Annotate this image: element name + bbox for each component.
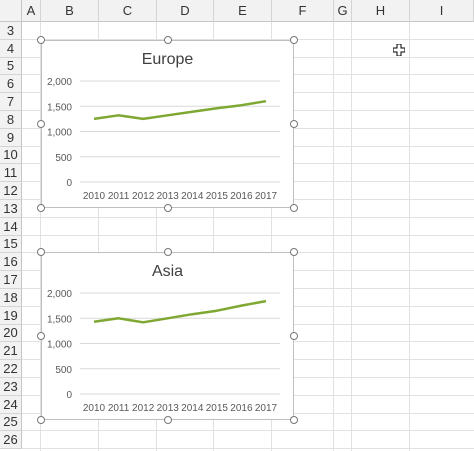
resize-handle[interactable] [290, 204, 298, 212]
row-header-22[interactable]: 22 [0, 360, 22, 378]
y-tick-label: 0 [66, 390, 72, 401]
row-header-18[interactable]: 18 [0, 289, 22, 307]
y-tick-label: 1,000 [47, 128, 72, 139]
resize-handle[interactable] [163, 248, 172, 256]
column-header-f[interactable]: F [272, 0, 334, 22]
column-header-d[interactable]: D [157, 0, 214, 22]
row-header-23[interactable]: 23 [0, 378, 22, 396]
resize-handle[interactable] [290, 248, 298, 256]
x-tick-label: 2011 [108, 403, 130, 414]
gridline [22, 430, 474, 432]
resize-handle[interactable] [37, 416, 45, 424]
gridline [40, 22, 41, 451]
chart-title: Europe [141, 51, 194, 68]
row-header-14[interactable]: 14 [0, 217, 22, 236]
gridline [22, 216, 474, 218]
x-tick-label: 2016 [230, 191, 253, 202]
resize-handle[interactable] [163, 416, 172, 424]
gridline [351, 22, 352, 451]
row-header-16[interactable]: 16 [0, 253, 22, 272]
resize-handle[interactable] [37, 248, 45, 256]
y-tick-label: 2,000 [47, 77, 72, 88]
row-header-26[interactable]: 26 [0, 431, 22, 450]
row-header-25[interactable]: 25 [0, 413, 22, 432]
resize-handle[interactable] [290, 120, 298, 128]
x-tick-label: 2014 [181, 191, 204, 202]
resize-handle[interactable] [37, 332, 45, 340]
x-tick-label: 2010 [83, 403, 106, 414]
resize-handle[interactable] [290, 332, 298, 340]
column-header-e[interactable]: E [214, 0, 272, 22]
series-line [93, 299, 267, 324]
row-header-17[interactable]: 17 [0, 271, 22, 289]
column-header-i[interactable]: I [410, 0, 474, 22]
row-header-21[interactable]: 21 [0, 342, 22, 361]
gridline [213, 22, 214, 451]
column-header-h[interactable]: H [352, 0, 410, 22]
gridline [333, 22, 334, 451]
gridline [22, 38, 474, 40]
row-header-24[interactable]: 24 [0, 395, 22, 414]
row-header-11[interactable]: 11 [0, 164, 22, 183]
gridline [22, 234, 474, 236]
row-header-19[interactable]: 19 [0, 306, 22, 325]
gridline [271, 22, 272, 451]
x-tick-label: 2014 [181, 403, 204, 414]
column-header-c[interactable]: C [99, 0, 157, 22]
column-header-b[interactable]: B [41, 0, 99, 22]
resize-handle[interactable] [37, 36, 45, 44]
x-tick-label: 2015 [206, 191, 229, 202]
y-tick-label: 1,000 [47, 340, 72, 351]
x-tick-label: 2017 [255, 403, 278, 414]
resize-handle[interactable] [163, 36, 172, 44]
y-tick-label: 2,000 [47, 289, 72, 300]
column-header-a[interactable]: A [22, 0, 41, 22]
y-tick-label: 500 [55, 153, 72, 164]
x-tick-label: 2013 [157, 191, 180, 202]
x-tick-label: 2012 [132, 403, 155, 414]
row-header-6[interactable]: 6 [0, 75, 22, 94]
x-tick-label: 2017 [255, 191, 278, 202]
chart-title: Asia [151, 263, 184, 280]
resize-handle[interactable] [37, 204, 45, 212]
row-header-5[interactable]: 5 [0, 57, 22, 76]
column-header-g[interactable]: G [334, 0, 352, 22]
chart-asia[interactable]: Asia 0 500 1,000 1,500 2,000 2010 2011 2012 2013… [41, 252, 294, 420]
row-header-15[interactable]: 15 [0, 235, 22, 254]
resize-handle[interactable] [163, 204, 172, 212]
row-header-10[interactable]: 10 [0, 146, 22, 165]
select-all-corner[interactable] [0, 0, 22, 22]
x-tick-label: 2013 [157, 403, 180, 414]
chart-europe[interactable]: Europe 0 500 1,000 1,500 2,000 2010 2011 2012 20… [41, 40, 294, 208]
row-header-4[interactable]: 4 [0, 39, 22, 58]
y-tick-label: 1,500 [47, 314, 72, 325]
x-tick-label: 2011 [108, 191, 130, 202]
resize-handle[interactable] [290, 416, 298, 424]
row-header-20[interactable]: 20 [0, 324, 22, 343]
y-tick-label: 1,500 [47, 102, 72, 113]
row-header-8[interactable]: 8 [0, 111, 22, 129]
row-header-12[interactable]: 12 [0, 182, 22, 200]
y-tick-label: 500 [55, 365, 72, 376]
row-header-13[interactable]: 13 [0, 200, 22, 218]
row-header-3[interactable]: 3 [0, 22, 22, 40]
plus-cursor-icon [393, 44, 405, 56]
resize-handle[interactable] [37, 120, 45, 128]
x-tick-label: 2015 [206, 403, 229, 414]
x-tick-label: 2016 [230, 403, 253, 414]
series-line [93, 99, 267, 121]
y-tick-label: 0 [66, 178, 72, 189]
gridline [156, 22, 157, 451]
gridline [98, 22, 99, 451]
row-header-9[interactable]: 9 [0, 128, 22, 147]
row-header-7[interactable]: 7 [0, 93, 22, 111]
gridline [409, 22, 410, 451]
resize-handle[interactable] [290, 36, 298, 44]
gridline [22, 448, 474, 450]
x-tick-label: 2012 [132, 191, 155, 202]
x-tick-label: 2010 [83, 191, 106, 202]
